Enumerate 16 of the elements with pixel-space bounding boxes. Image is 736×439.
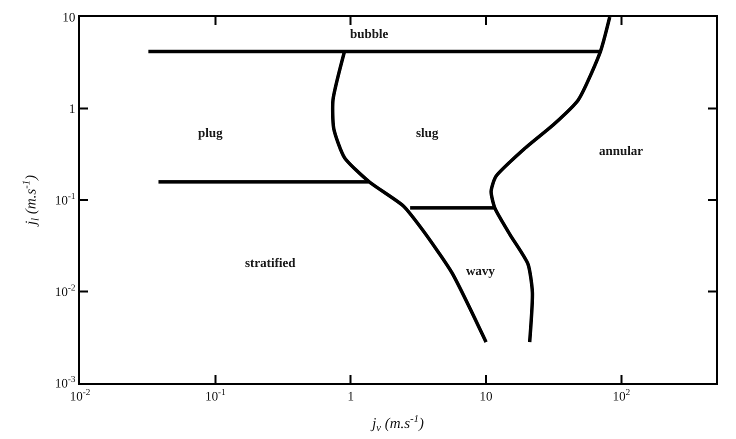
y-tick-label: 10$^{-2}$ <box>54 282 76 300</box>
y-tick-label: 10$^{-3}$ <box>54 374 76 391</box>
x-tick-label: 10$^{-1}$ <box>205 387 226 404</box>
annotation: slug <box>416 125 439 140</box>
annotation: stratified <box>245 255 296 270</box>
y-tick-label: 10$^{-1}$ <box>54 191 76 208</box>
x-tick-label: 10 <box>480 388 493 404</box>
annotation: bubble <box>350 26 389 41</box>
annotation: wavy <box>466 263 496 278</box>
x-axis-title: j$_{v}$ (m.s$^{-1}$) <box>370 414 424 434</box>
y-tick-label: 10 <box>62 10 76 25</box>
x-tick-label: 1 <box>347 388 354 404</box>
annotation: annular <box>599 143 644 158</box>
y-tick-label: 1 <box>68 101 76 116</box>
annotation: plug <box>198 125 224 140</box>
x-tick-label: 10$^{2}$ <box>612 387 631 404</box>
